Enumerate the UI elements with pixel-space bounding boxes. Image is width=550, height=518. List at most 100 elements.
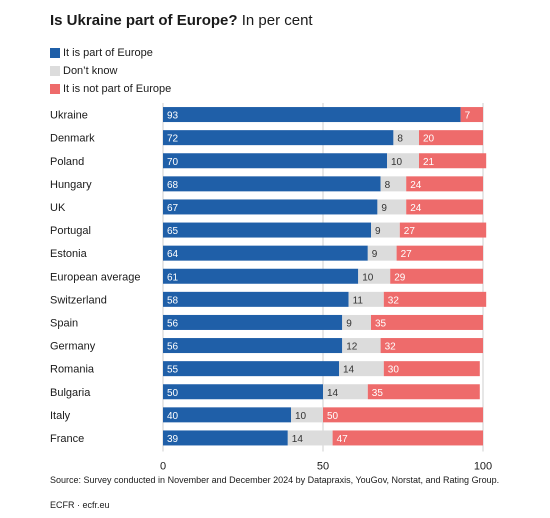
- category-label-denmark: Denmark: [50, 133, 95, 145]
- bar-italy-part: [163, 407, 291, 423]
- value-label-hungary-dont-know: 8: [385, 180, 391, 191]
- value-label-hungary-not-part: 24: [410, 180, 422, 191]
- value-label-germany-part: 56: [167, 342, 179, 353]
- legend-swatch-part: [50, 48, 60, 58]
- stacked-bar-chart: Ukraine 93 7 Denmark 72 8 20 Poland 70 10 21 Hungar…: [50, 103, 492, 471]
- bar-france-not-part: [332, 430, 483, 446]
- bar-poland-not-part: [419, 153, 487, 169]
- category-label-bulgaria: Bulgaria: [50, 387, 91, 399]
- bar-hungary-dont-know: [380, 176, 407, 192]
- category-label-uk: UK: [50, 202, 66, 214]
- category-label-switzerland: Switzerland: [50, 294, 107, 306]
- value-label-spain-dont-know: 9: [346, 318, 352, 329]
- category-label-germany: Germany: [50, 341, 96, 353]
- bar-italy-not-part: [323, 407, 483, 423]
- value-label-denmark-dont-know: 8: [397, 134, 403, 145]
- legend-item-part: It is part of Europe: [50, 44, 171, 62]
- category-label-estonia: Estonia: [50, 248, 88, 260]
- bar-uk-dont-know: [377, 199, 407, 215]
- category-label-poland: Poland: [50, 156, 84, 168]
- bar-denmark-part: [163, 130, 394, 146]
- bar-france-part: [163, 430, 288, 446]
- bar-portugal-part: [163, 222, 371, 238]
- value-label-european-average-dont-know: 10: [362, 272, 374, 283]
- bar-portugal-not-part: [399, 222, 487, 238]
- bar-denmark-dont-know: [393, 130, 419, 146]
- value-label-spain-not-part: 35: [375, 318, 387, 329]
- value-label-romania-part: 55: [167, 365, 179, 376]
- category-label-romania: Romania: [50, 364, 95, 376]
- value-label-italy-not-part: 50: [327, 411, 339, 422]
- category-label-italy: Italy: [50, 410, 71, 422]
- credit: ECFR · ecfr.eu: [50, 500, 110, 510]
- bar-bulgaria-part: [163, 384, 323, 400]
- value-label-portugal-part: 65: [167, 226, 179, 237]
- bar-estonia-part: [163, 245, 368, 261]
- legend: It is part of Europe Don’t know It is no…: [50, 44, 171, 98]
- bar-germany-not-part: [380, 338, 483, 354]
- value-label-france-part: 39: [167, 434, 179, 445]
- bar-uk-part: [163, 199, 378, 215]
- bar-romania-not-part: [383, 361, 480, 377]
- value-label-poland-part: 70: [167, 157, 179, 168]
- value-label-uk-not-part: 24: [410, 203, 422, 214]
- value-label-romania-dont-know: 14: [343, 365, 355, 376]
- x-tick-label-100: 100: [474, 461, 492, 471]
- legend-item-dont-know: Don’t know: [50, 62, 171, 80]
- category-label-france: France: [50, 433, 84, 445]
- category-label-spain: Spain: [50, 317, 78, 329]
- bar-portugal-dont-know: [371, 222, 400, 238]
- bar-ukraine-not-part: [460, 107, 483, 123]
- value-label-portugal-not-part: 27: [404, 226, 416, 237]
- value-label-ukraine-part: 93: [167, 111, 179, 122]
- legend-label-not-part: It is not part of Europe: [63, 83, 172, 95]
- bar-italy-dont-know: [291, 407, 323, 423]
- legend-label-dont-know: Don’t know: [63, 65, 118, 77]
- bar-bulgaria-not-part: [367, 384, 480, 400]
- chart-title-main: Is Ukraine part of Europe?: [50, 12, 238, 29]
- legend-label-part: It is part of Europe: [63, 47, 153, 59]
- value-label-switzerland-dont-know: 11: [353, 295, 364, 306]
- chart-subtitle: In per cent: [241, 12, 313, 29]
- value-label-estonia-dont-know: 9: [372, 249, 378, 260]
- value-label-bulgaria-not-part: 35: [372, 388, 384, 399]
- bar-european-average-dont-know: [358, 268, 391, 284]
- x-tick-label-50: 50: [317, 461, 329, 471]
- value-label-italy-part: 40: [167, 411, 179, 422]
- value-label-hungary-part: 68: [167, 180, 179, 191]
- source-note: Source: Survey conducted in November and…: [50, 475, 500, 485]
- value-label-france-dont-know: 14: [292, 434, 304, 445]
- bar-estonia-dont-know: [367, 245, 397, 261]
- value-label-portugal-dont-know: 9: [375, 226, 381, 237]
- bar-france-dont-know: [287, 430, 333, 446]
- value-label-bulgaria-part: 50: [167, 388, 179, 399]
- bar-estonia-not-part: [396, 245, 483, 261]
- value-label-uk-part: 67: [167, 203, 179, 214]
- bar-germany-dont-know: [342, 338, 381, 354]
- value-label-poland-dont-know: 10: [391, 157, 403, 168]
- bar-uk-not-part: [406, 199, 483, 215]
- bar-bulgaria-dont-know: [323, 384, 368, 400]
- bar-poland-part: [163, 153, 387, 169]
- bar-poland-dont-know: [387, 153, 419, 169]
- category-label-hungary: Hungary: [50, 179, 92, 191]
- value-label-european-average-part: 61: [167, 272, 179, 283]
- value-label-germany-dont-know: 12: [346, 342, 358, 353]
- bar-switzerland-not-part: [383, 291, 487, 307]
- bar-spain-part: [163, 314, 343, 330]
- bar-spain-dont-know: [342, 314, 371, 330]
- legend-item-not-part: It is not part of Europe: [50, 80, 171, 98]
- category-label-european-average: European average: [50, 271, 141, 283]
- value-label-switzerland-not-part: 32: [388, 295, 400, 306]
- bar-hungary-part: [163, 176, 381, 192]
- bar-ukraine-part: [163, 107, 461, 123]
- legend-swatch-dont-know: [50, 66, 60, 76]
- bar-denmark-not-part: [419, 130, 483, 146]
- bar-germany-part: [163, 338, 343, 354]
- x-tick-label-0: 0: [160, 461, 166, 471]
- value-label-france-not-part: 47: [337, 434, 349, 445]
- value-label-spain-part: 56: [167, 318, 179, 329]
- value-label-uk-dont-know: 9: [381, 203, 387, 214]
- category-label-ukraine: Ukraine: [50, 110, 88, 122]
- bar-switzerland-dont-know: [348, 291, 384, 307]
